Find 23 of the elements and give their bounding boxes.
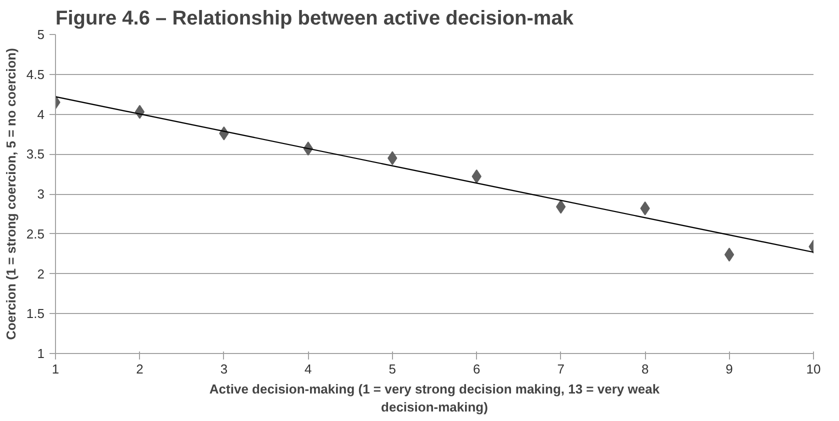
y-tick-label: 4 (37, 106, 45, 122)
x-tick-label: 9 (726, 362, 733, 376)
x-tick-label: 6 (472, 362, 480, 376)
y-tick-label: 2.5 (26, 226, 45, 242)
y-tick-label: 2 (37, 266, 45, 282)
x-tick-label: 4 (304, 362, 312, 376)
x-tick-label: 3 (220, 362, 228, 376)
chart-title: Figure 4.6 – Relationship between active decision-mak (56, 8, 574, 30)
x-tick-label: 8 (641, 362, 649, 376)
y-tick-label: 1 (37, 346, 45, 361)
y-tick-label: 3 (37, 186, 45, 202)
x-tick-label: 1 (52, 362, 60, 376)
x-tick-label: 5 (388, 362, 396, 376)
y-axis-title: Coercion (1 = strong coercion, 5 = no coercion) (3, 48, 18, 340)
y-tick-label: 4.5 (26, 66, 45, 82)
x-tick-label: 2 (136, 362, 144, 376)
x-tick-label: 10 (806, 362, 821, 376)
y-tick-label: 5 (37, 27, 45, 42)
x-axis-title: Active decision-making (1 = very strong decision making, 13 = very weak decision-making) (209, 382, 660, 414)
point (724, 248, 734, 262)
y-tick-label: 3.5 (26, 146, 45, 162)
y-tick-label: 1.5 (26, 306, 45, 322)
x-tick-label: 7 (557, 362, 564, 376)
